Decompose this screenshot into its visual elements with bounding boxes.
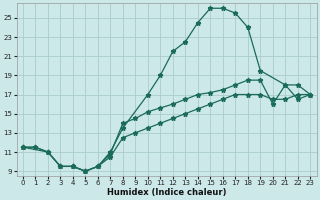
X-axis label: Humidex (Indice chaleur): Humidex (Indice chaleur) <box>107 188 226 197</box>
